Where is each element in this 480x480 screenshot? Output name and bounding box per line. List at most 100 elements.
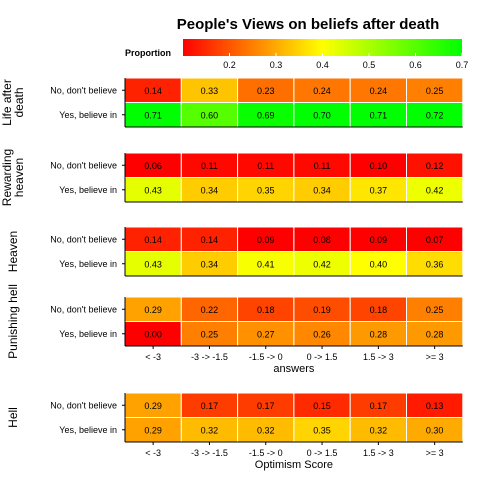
cell-value-label: 0.06 xyxy=(144,161,162,171)
x-tick-label: -1.5 -> 0 xyxy=(249,448,283,458)
x-axis-label: Optimism Score xyxy=(255,459,333,471)
cell-value-label: 0.11 xyxy=(201,161,218,171)
heatmap-cell xyxy=(180,77,239,103)
heatmap-cell xyxy=(349,77,408,103)
cell-value-label: 0.29 xyxy=(144,305,162,315)
heatmap-cell xyxy=(293,392,351,418)
heatmap-cell xyxy=(349,417,408,443)
cell-value-label: 0.30 xyxy=(426,425,444,435)
heatmap-cell xyxy=(180,392,239,418)
cell-value-label: 0.17 xyxy=(201,401,219,411)
heatmap-cell xyxy=(406,177,464,203)
heatmap-cell xyxy=(237,152,295,178)
cell-value-label: 0.13 xyxy=(426,401,444,411)
panel-strip-label: Life afterdeath xyxy=(0,79,26,126)
heatmap-cell xyxy=(293,77,351,103)
heatmap-cell xyxy=(180,321,239,347)
heatmap-cell xyxy=(349,152,408,178)
cell-value-label: 0.11 xyxy=(257,161,274,171)
cell-value-label: 0.34 xyxy=(201,185,219,195)
heatmap-cell xyxy=(180,251,239,277)
cell-value-label: 0.23 xyxy=(257,86,275,96)
cell-value-label: 0.33 xyxy=(201,86,219,96)
heatmap-cell xyxy=(237,321,295,347)
cell-value-label: 0.22 xyxy=(201,305,219,315)
cell-value-label: 0.34 xyxy=(201,259,219,269)
row-label: No, don't believe xyxy=(50,85,117,95)
cell-value-label: 0.25 xyxy=(426,305,444,315)
heatmap-cell xyxy=(180,417,239,443)
panel-strip-label: Hell xyxy=(6,407,20,428)
cell-value-label: 0.14 xyxy=(201,235,219,245)
cell-value-label: 0.35 xyxy=(313,425,331,435)
cell-value-label: 0.17 xyxy=(257,401,275,411)
cell-value-label: 0.32 xyxy=(257,425,275,435)
row-label: Yes, believe in xyxy=(59,425,117,435)
cell-value-label: 0.26 xyxy=(313,329,331,339)
heatmap-cell xyxy=(293,152,351,178)
heatmap-cell xyxy=(406,102,464,128)
cell-value-label: 0.43 xyxy=(144,185,162,195)
cell-value-label: 0.12 xyxy=(426,161,444,171)
cell-value-label: 0.32 xyxy=(201,425,219,435)
row-label: No, don't believe xyxy=(50,234,117,244)
heatmap-cell xyxy=(180,102,239,128)
cell-value-label: 0.41 xyxy=(257,259,275,269)
legend-tick-label: 0.3 xyxy=(270,60,283,70)
heatmap-cell xyxy=(293,226,351,252)
legend-tick-label: 0.7 xyxy=(456,60,469,70)
legend-title: Proportion xyxy=(125,48,171,58)
cell-value-label: 0.27 xyxy=(257,329,275,339)
panel-1: 0.14 0.33 0.23 0.24 0.24 0.25 0.71 0.60 0.69 0.70… xyxy=(0,77,464,128)
row-label: No, don't believe xyxy=(50,160,117,170)
cell-value-label: 0.18 xyxy=(370,305,388,315)
heatmap-cell xyxy=(406,77,464,103)
cell-value-label: 0.10 xyxy=(370,161,388,171)
cell-value-label: 0.36 xyxy=(426,259,444,269)
panel-strip-label: Rewardingheaven xyxy=(0,149,26,206)
cell-value-label: 0.43 xyxy=(144,259,162,269)
row-label: Yes, believe in xyxy=(59,329,117,339)
cell-value-label: 0.40 xyxy=(370,259,388,269)
heatmap-cell xyxy=(406,321,464,347)
cell-value-label: 0.11 xyxy=(314,161,331,171)
x-tick-label: -3 -> -1.5 xyxy=(191,352,228,362)
cell-value-label: 0.37 xyxy=(370,185,388,195)
cell-value-label: 0.42 xyxy=(313,259,331,269)
heatmap-cell xyxy=(349,296,408,322)
heatmap-cell xyxy=(237,177,295,203)
cell-value-label: 0.35 xyxy=(257,185,275,195)
legend-colorbar xyxy=(183,39,462,56)
x-tick-label: -3 -> -1.5 xyxy=(191,448,228,458)
panel-2: 0.06 0.11 0.11 0.11 0.10 0.12 0.43 0.34 0.35 0.34… xyxy=(0,149,464,206)
cell-value-label: 0.25 xyxy=(426,86,444,96)
panel-strip-label: Heaven xyxy=(6,231,20,272)
cell-value-label: 0.72 xyxy=(426,110,444,120)
x-tick-label: >= 3 xyxy=(426,352,444,362)
panel-5: 0.29 0.17 0.17 0.15 0.17 0.13 0.29 0.32 0.32 0.35… xyxy=(6,392,464,471)
panel-4: 0.29 0.22 0.18 0.19 0.18 0.25 0.00 0.25 0.27 0.26… xyxy=(6,284,464,375)
cell-value-label: 0.71 xyxy=(370,110,388,120)
cell-value-label: 0.29 xyxy=(144,425,162,435)
heatmap-cell xyxy=(180,296,239,322)
heatmap-cell xyxy=(349,102,408,128)
legend: 0.2 0.3 0.4 0.5 0.6 0.7 xyxy=(183,39,468,70)
panel-strip-label: Punishing hell xyxy=(6,284,20,359)
cell-value-label: 0.18 xyxy=(257,305,275,315)
heatmap-cell xyxy=(293,102,351,128)
x-tick-label: 0 -> 1.5 xyxy=(307,352,338,362)
x-tick-label: -1.5 -> 0 xyxy=(249,352,283,362)
heatmap-cell xyxy=(349,226,408,252)
cell-value-label: 0.28 xyxy=(426,329,444,339)
x-tick-label: 1.5 -> 3 xyxy=(363,448,394,458)
cell-value-label: 0.07 xyxy=(426,235,444,245)
cell-value-label: 0.24 xyxy=(370,86,388,96)
cell-value-label: 0.42 xyxy=(426,185,444,195)
heatmap-cell xyxy=(237,102,295,128)
row-label: No, don't believe xyxy=(50,400,117,410)
cell-value-label: 0.32 xyxy=(370,425,388,435)
heatmap-cell xyxy=(293,296,351,322)
legend-tick-label: 0.5 xyxy=(363,60,376,70)
cell-value-label: 0.69 xyxy=(257,110,275,120)
heatmap-cell xyxy=(124,177,182,203)
